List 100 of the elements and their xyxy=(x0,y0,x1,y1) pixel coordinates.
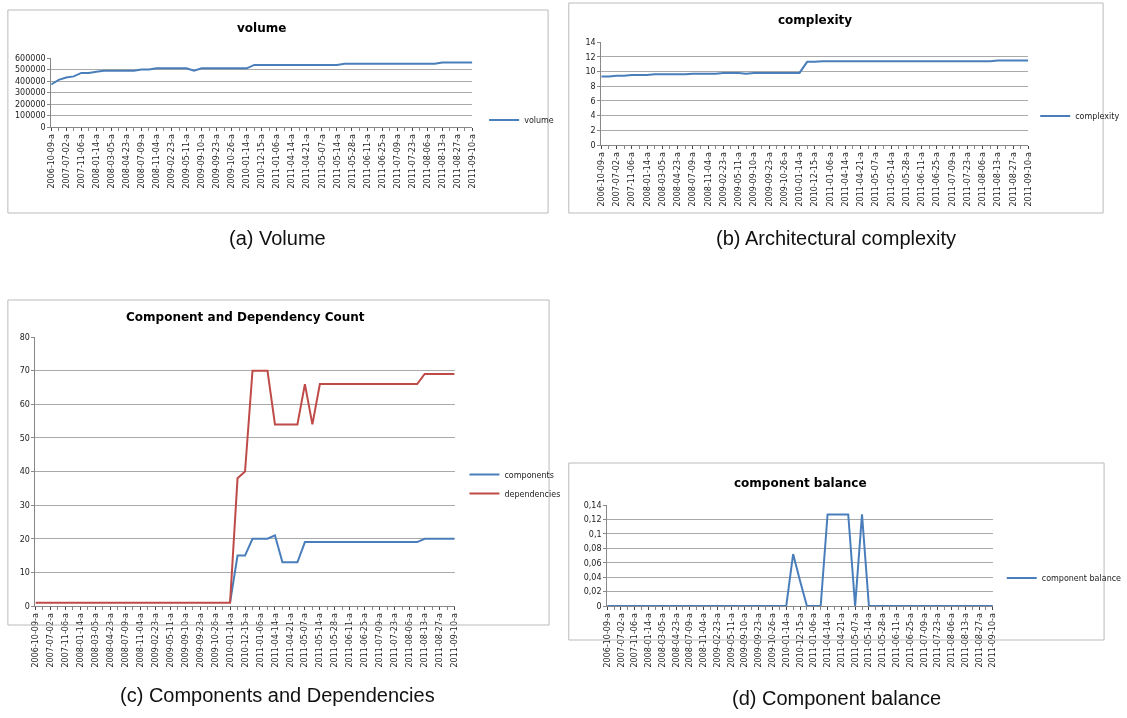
x-tick-label: 2008-11-04-a xyxy=(152,134,162,189)
x-tick-label: 2011-07-09-a xyxy=(919,613,929,668)
x-tick-label: 2009-10-26-a xyxy=(779,152,789,207)
y-tick-label: 10 xyxy=(19,568,30,578)
x-tick-label: 2011-04-21-a xyxy=(856,152,866,207)
x-tick-label: 2009-05-11-a xyxy=(165,613,175,668)
x-tick-label: 2008-01-14-a xyxy=(75,613,85,668)
x-tick-label: 2011-05-14-a xyxy=(332,134,342,189)
x-tick-label: 2011-04-21-a xyxy=(285,613,295,668)
x-tick-label: 2007-07-02-a xyxy=(46,613,55,668)
x-tick-label: 2011-08-13-a xyxy=(437,134,447,189)
y-tick-label: 4 xyxy=(590,111,596,121)
x-tick-label: 2011-06-25-a xyxy=(905,613,915,668)
x-tick-label: 2011-06-25-a xyxy=(377,134,387,189)
x-tick-label: 2009-09-23-a xyxy=(195,613,205,668)
y-tick-label: 12 xyxy=(585,52,596,62)
legend-label: dependencies xyxy=(504,489,561,499)
y-tick-label: 6 xyxy=(590,96,596,106)
y-tick-label: 400000 xyxy=(15,76,46,86)
x-tick-label: 2011-08-13-a xyxy=(420,613,430,668)
text: (a) Volume xyxy=(229,227,326,249)
x-tick-label: 2007-07-02-a xyxy=(612,152,622,207)
y-tick-label: 0 xyxy=(40,122,46,132)
x-tick-label: 2011-04-14-a xyxy=(840,152,850,207)
x-tick-label: 2009-09-10-a xyxy=(180,613,190,668)
x-tick-label: 2010-01-14-a xyxy=(225,613,235,668)
x-tick-label: 2009-02-23-a xyxy=(150,613,160,668)
x-tick-label: 2008-07-09-a xyxy=(120,613,130,668)
line-series xyxy=(601,59,1029,78)
x-tick-label: 2008-11-04-a xyxy=(699,613,709,668)
x-tick-label: 2011-07-09-a xyxy=(375,613,385,668)
x-tick-label: 2011-09-10-a xyxy=(1023,152,1033,207)
x-tick-label: 2010-12-15-a xyxy=(795,613,805,668)
y-tick-label: 30 xyxy=(19,500,30,510)
x-tick-label: 2008-01-14-a xyxy=(91,134,101,189)
y-tick-label: 300000 xyxy=(15,88,46,98)
x-tick-label: 2011-05-28-a xyxy=(901,152,911,207)
chart-title: complexity xyxy=(778,13,853,27)
x-tick-label: 2011-05-14-a xyxy=(315,613,325,668)
x-tick-label: 2009-02-23-a xyxy=(718,152,728,207)
x-tick-label: 2006-10-09-a xyxy=(596,152,606,207)
y-tick-label: 0,06 xyxy=(583,558,602,568)
x-tick-label: 2011-06-11-a xyxy=(362,134,372,189)
x-tick-label: 2011-08-13-a xyxy=(960,613,970,668)
y-tick-label: 60 xyxy=(19,400,30,410)
x-tick-label: 2011-05-28-a xyxy=(330,613,340,668)
x-tick-label: 2009-02-23-a xyxy=(712,613,722,668)
x-tick-label: 2008-01-14-a xyxy=(642,152,652,207)
x-tick-label: 2010-01-14-a xyxy=(795,152,805,207)
chart-title: component balance xyxy=(734,476,867,490)
y-tick-label: 20 xyxy=(19,534,30,544)
x-tick-label: 2009-05-11-a xyxy=(726,613,736,668)
y-tick-label: 10 xyxy=(585,67,596,77)
x-tick-label: 2011-01-06-a xyxy=(255,613,265,668)
y-tick-label: 8 xyxy=(590,81,596,91)
x-tick-label: 2011-07-23-a xyxy=(390,613,400,668)
x-tick-label: 2011-08-27-a xyxy=(974,613,984,668)
y-tick-label: 2 xyxy=(590,126,596,136)
x-tick-label: 2011-09-10-a xyxy=(988,613,998,668)
x-tick-label: 2009-09-23-a xyxy=(754,613,764,668)
x-tick-label: 2011-08-13-a xyxy=(993,152,1003,207)
x-tick-label: 2011-08-06-a xyxy=(422,134,432,189)
x-tick-label: 2011-04-21-a xyxy=(836,613,846,668)
x-tick-label: 2011-06-25-a xyxy=(932,152,942,207)
x-tick-label: 2011-06-11-a xyxy=(917,152,927,207)
x-tick-label: 2010-12-15-a xyxy=(240,613,250,668)
x-tick-label: 2011-07-09-a xyxy=(392,134,402,189)
y-tick-label: 0,04 xyxy=(583,572,602,582)
legend-label: component balance xyxy=(1041,574,1122,584)
x-tick-label: 2011-08-06-a xyxy=(405,613,415,668)
x-tick-label: 2009-10-26-a xyxy=(227,134,237,189)
x-tick-label: 2011-05-07-a xyxy=(871,152,881,207)
x-tick-label: 2011-04-14-a xyxy=(287,134,297,189)
legend-label: complexity xyxy=(1075,112,1120,122)
x-tick-label: 2010-01-14-a xyxy=(242,134,252,189)
x-tick-label: 2011-05-07-a xyxy=(850,613,860,668)
x-tick-label: 2009-09-10-a xyxy=(740,613,750,668)
x-tick-label: 2011-05-14-a xyxy=(886,152,896,207)
y-tick-label: 0,08 xyxy=(583,544,602,554)
y-tick-label: 100000 xyxy=(15,111,46,121)
x-tick-label: 2011-08-27-a xyxy=(1008,152,1018,207)
x-tick-label: 2008-07-09-a xyxy=(685,613,695,668)
x-tick-label: 2010-01-14-a xyxy=(781,613,791,668)
chart-title: volume xyxy=(237,21,287,35)
x-tick-label: 2011-01-06-a xyxy=(825,152,835,207)
x-tick-label: 2007-11-06-a xyxy=(76,134,86,189)
x-tick-label: 2006-10-09-a xyxy=(46,134,56,189)
x-tick-label: 2010-12-15-a xyxy=(257,134,267,189)
x-tick-label: 2011-05-28-a xyxy=(347,134,357,189)
x-tick-label: 2008-07-09-a xyxy=(137,134,147,189)
x-tick-label: 2011-09-10-a xyxy=(450,613,460,668)
x-tick-label: 2011-05-07-a xyxy=(317,134,327,189)
x-tick-label: 2011-01-06-a xyxy=(809,613,819,668)
x-tick-label: 2009-10-26-a xyxy=(210,613,220,668)
x-tick-label: 2008-03-05-a xyxy=(90,613,100,668)
x-tick-label: 2011-05-28-a xyxy=(878,613,888,668)
x-tick-label: 2008-01-14-a xyxy=(644,613,654,668)
x-tick-label: 2008-03-05-a xyxy=(106,134,116,189)
line-series xyxy=(51,61,473,86)
x-tick-label: 2011-07-23-a xyxy=(962,152,972,207)
